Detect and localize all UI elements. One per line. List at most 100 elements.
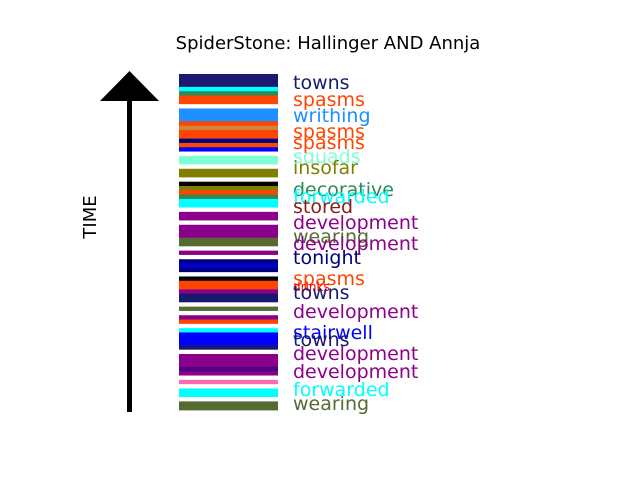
color-stripe — [179, 306, 278, 312]
color-stripe — [179, 397, 278, 402]
color-stripe — [179, 379, 278, 385]
color-stripe — [179, 375, 278, 381]
color-stripe — [179, 354, 278, 359]
color-stripe — [179, 263, 278, 269]
event-label: spasms — [293, 121, 365, 143]
color-stripe — [179, 198, 278, 204]
event-label: forwarded — [293, 186, 390, 208]
time-arrow-head — [100, 71, 159, 101]
color-stripe — [179, 405, 278, 411]
color-stripe — [179, 147, 278, 152]
event-label: development — [293, 233, 418, 255]
event-label: wearing — [293, 393, 369, 415]
event-label: decorative — [293, 179, 394, 201]
color-stripe — [179, 112, 278, 118]
color-stripe — [179, 293, 278, 299]
event-label: development — [293, 361, 418, 383]
color-stripe — [179, 125, 278, 131]
color-stripe — [179, 121, 278, 127]
color-stripe — [179, 177, 278, 183]
color-stripe — [179, 341, 278, 346]
color-stripe — [179, 349, 278, 355]
event-label: drinks — [293, 280, 330, 294]
color-stripe — [179, 155, 278, 161]
color-stripe — [179, 142, 278, 148]
color-stripe — [179, 259, 278, 264]
event-label-list: townsspasmswrithingspasmsspasmssquadsins… — [293, 72, 418, 415]
color-stripe — [179, 151, 278, 157]
color-stripe — [179, 186, 278, 191]
color-stripe — [179, 74, 278, 79]
color-stripe — [179, 388, 278, 394]
color-stripe — [179, 95, 278, 101]
color-stripe — [179, 250, 278, 256]
color-stripe — [179, 99, 278, 105]
color-stripe — [179, 229, 278, 234]
color-stripe — [179, 86, 278, 92]
color-stripe — [179, 358, 278, 364]
color-stripe — [179, 332, 278, 338]
color-stripe — [179, 371, 278, 376]
color-stripe — [179, 233, 278, 239]
color-stripe — [179, 366, 278, 372]
event-label: stairwell — [293, 322, 373, 344]
color-stripe — [179, 285, 278, 290]
color-stripe — [179, 310, 278, 316]
color-stripe — [179, 323, 278, 329]
event-label: stored — [293, 196, 353, 218]
color-stripe — [179, 160, 278, 165]
event-label: towns — [293, 72, 350, 94]
color-stripe — [179, 134, 278, 140]
color-stripe-stack — [179, 74, 278, 411]
color-stripe — [179, 203, 278, 208]
color-stripe — [179, 289, 278, 295]
event-label: spasms — [293, 268, 365, 290]
event-label: squads — [293, 146, 361, 168]
time-arrow-shaft — [127, 100, 132, 412]
color-stripe — [179, 237, 278, 243]
color-stripe — [179, 181, 278, 187]
chart-title: SpiderStone: Hallinger AND Annja — [176, 33, 481, 54]
color-stripe — [179, 336, 278, 342]
event-label: development — [293, 343, 418, 365]
color-stripe — [179, 164, 278, 170]
color-stripe — [179, 91, 278, 96]
color-stripe — [179, 302, 278, 308]
color-stripe — [179, 362, 278, 368]
color-stripe — [179, 207, 278, 213]
color-stripe — [179, 168, 278, 174]
event-label: insofar — [293, 157, 358, 179]
color-stripe — [179, 242, 278, 247]
color-stripe — [179, 345, 278, 351]
color-stripe — [179, 246, 278, 252]
color-stripe — [179, 254, 278, 260]
color-stripe — [179, 328, 278, 333]
color-stripe — [179, 130, 278, 135]
color-stripe — [179, 220, 278, 226]
color-stripe — [179, 104, 278, 109]
color-stripe — [179, 384, 278, 389]
color-stripe — [179, 173, 278, 178]
event-label: development — [293, 212, 418, 234]
event-label: towns — [293, 282, 350, 304]
event-label: towns — [293, 329, 350, 351]
color-stripe — [179, 82, 278, 88]
color-stripe — [179, 272, 278, 277]
color-stripe — [179, 190, 278, 196]
color-stripe — [179, 319, 278, 325]
event-label: spasms — [293, 132, 365, 154]
color-stripe — [179, 138, 278, 144]
color-stripe — [179, 392, 278, 398]
color-stripe — [179, 267, 278, 273]
color-stripe — [179, 194, 278, 200]
color-stripe — [179, 108, 278, 114]
event-label: tonight — [293, 247, 361, 269]
event-label: wearing — [293, 226, 369, 248]
color-stripe — [179, 78, 278, 84]
event-label: spasms — [293, 89, 365, 111]
event-label: forwarded — [293, 379, 390, 401]
event-label: development — [293, 301, 418, 323]
color-stripe — [179, 401, 278, 407]
time-axis-label: TIME — [80, 195, 101, 239]
